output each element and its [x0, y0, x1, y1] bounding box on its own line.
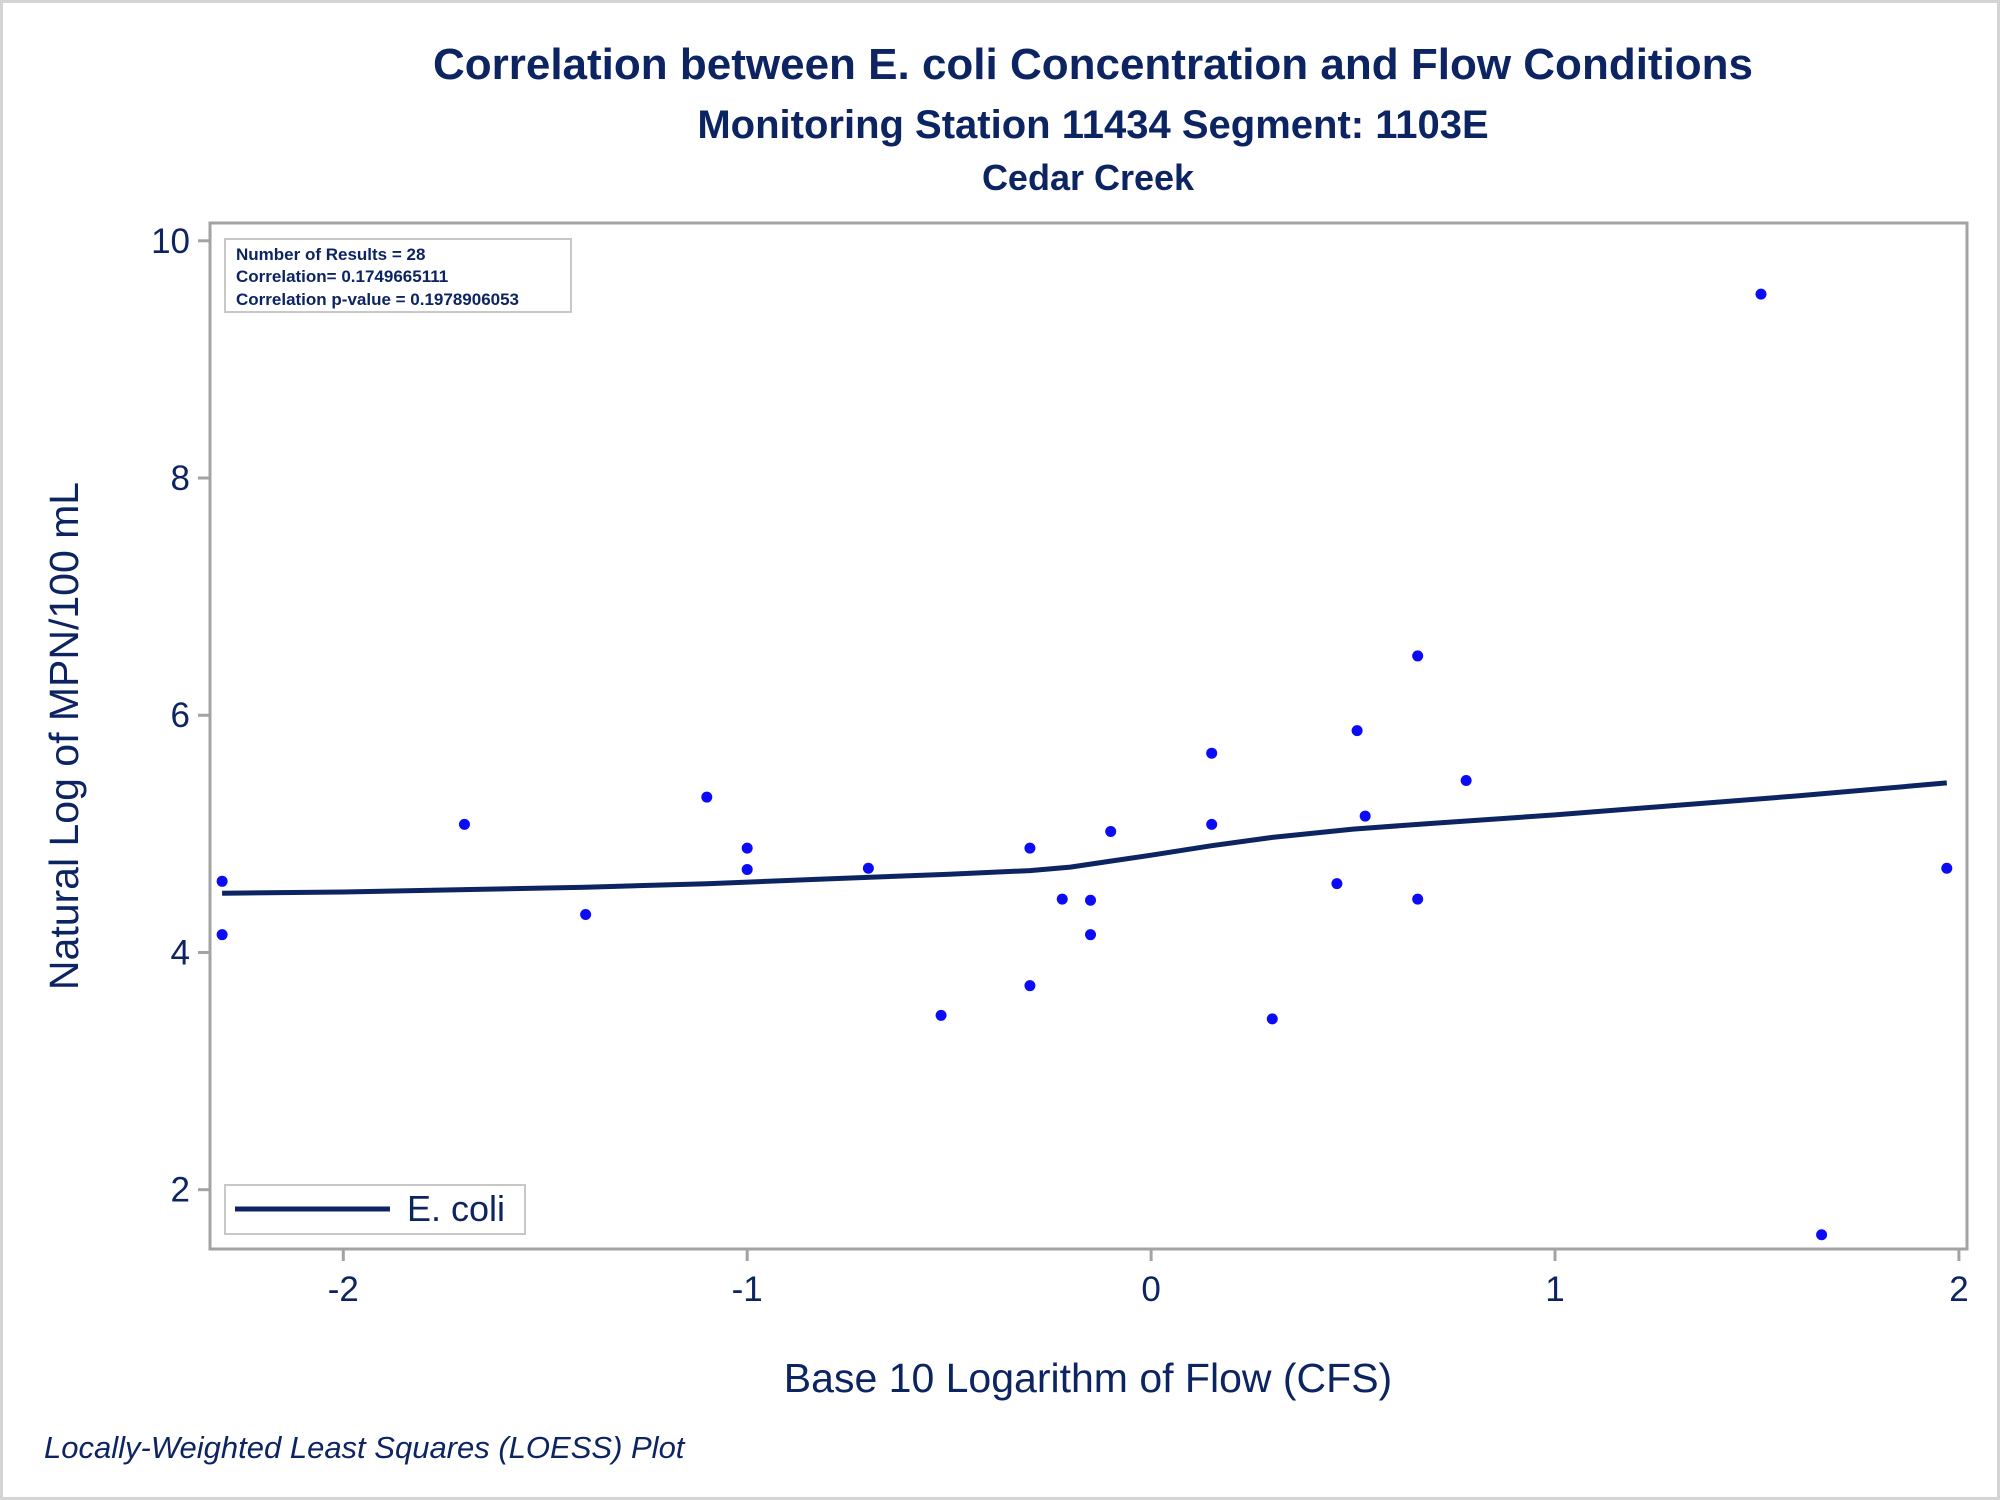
x-axis-label: Base 10 Logarithm of Flow (CFS) — [784, 1355, 1392, 1401]
stats-count: Number of Results = 28 — [236, 245, 425, 264]
stats-box: Number of Results = 28 Correlation= 0.17… — [224, 238, 572, 313]
data-point — [1412, 893, 1424, 905]
data-point — [1024, 842, 1036, 854]
data-point — [1816, 1229, 1828, 1241]
data-point — [935, 1009, 947, 1021]
y-tick-label: 6 — [171, 696, 190, 735]
stats-box-border — [224, 238, 572, 313]
y-tick-label: 4 — [171, 933, 190, 972]
plot-area — [208, 221, 1969, 1251]
chart-title: Correlation between E. coli Concentratio… — [433, 40, 1753, 89]
data-point — [1056, 893, 1068, 905]
data-point — [1755, 288, 1767, 300]
x-tick-label: 2 — [1949, 1270, 1968, 1309]
data-point — [1351, 725, 1363, 737]
data-point — [216, 929, 228, 941]
data-point — [216, 875, 228, 887]
data-point — [1105, 825, 1117, 837]
x-axis: -2 -1 0 1 2 — [328, 1249, 1969, 1309]
data-points — [216, 288, 1953, 1241]
x-tick-label: -2 — [328, 1270, 359, 1309]
chart-subtitle: Monitoring Station 11434 Segment: 1103E — [697, 103, 1488, 147]
stats-pvalue: Correlation p-value = 0.1978906053 — [236, 290, 519, 309]
data-point — [1085, 894, 1097, 906]
y-tick-label: 8 — [171, 459, 190, 498]
chart-subtitle-location: Cedar Creek — [982, 157, 1195, 198]
data-point — [1359, 810, 1371, 822]
y-tick-label: 2 — [171, 1171, 190, 1210]
y-tick-label: 10 — [151, 222, 190, 261]
series-line-e-coli — [222, 780, 1948, 896]
data-point — [1024, 980, 1036, 992]
x-tick-label: 1 — [1545, 1270, 1564, 1309]
data-point — [862, 862, 874, 874]
data-point — [458, 818, 470, 830]
stats-correlation: Correlation= 0.1749665111 — [236, 267, 448, 286]
y-axis: 2 4 6 8 10 — [151, 222, 210, 1210]
data-point — [1460, 774, 1472, 786]
data-point — [1266, 1013, 1278, 1025]
data-point — [701, 791, 713, 803]
data-point — [1331, 878, 1343, 890]
data-point — [1941, 862, 1953, 874]
footnote: Locally-Weighted Least Squares (LOESS) P… — [44, 1430, 686, 1465]
x-tick-label: -1 — [732, 1270, 763, 1309]
x-tick-label: 0 — [1141, 1270, 1160, 1309]
data-point — [1412, 650, 1424, 662]
data-point — [741, 863, 753, 875]
data-point — [741, 842, 753, 854]
data-point — [1206, 747, 1218, 759]
y-axis-label: Natural Log of MPN/100 mL — [41, 482, 87, 990]
legend: E. coli — [224, 1184, 526, 1235]
data-point — [1206, 818, 1218, 830]
data-point — [580, 909, 592, 921]
data-point — [1085, 929, 1097, 941]
legend-entry-e-coli: E. coli — [407, 1188, 505, 1229]
